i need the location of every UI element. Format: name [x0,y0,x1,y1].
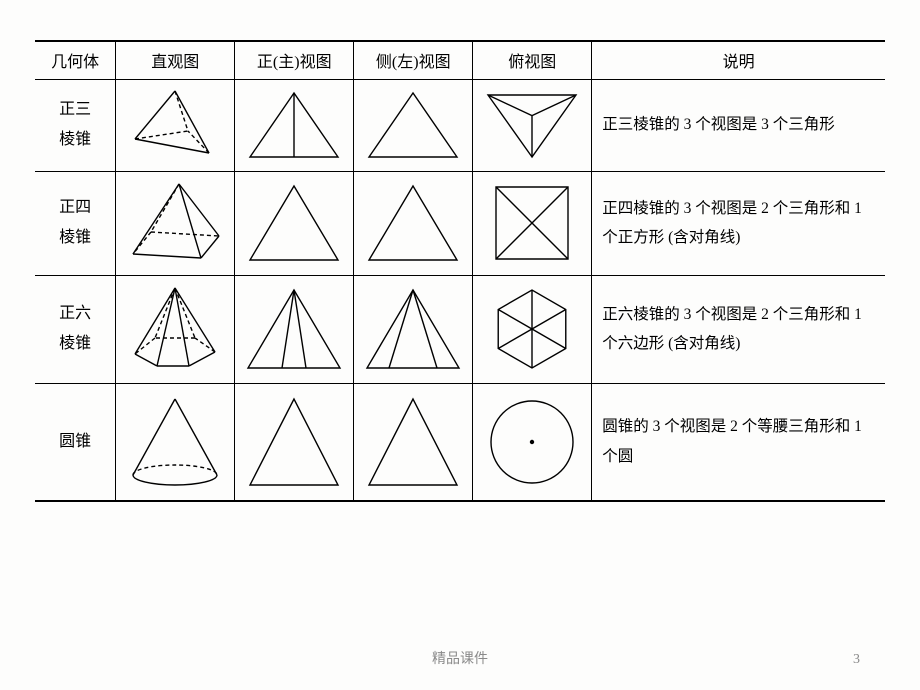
col-header-4: 俯视图 [473,41,592,79]
col-header-0: 几何体 [35,41,116,79]
shape-front [235,275,354,383]
col-header-1: 直观图 [116,41,235,79]
shape-side [354,79,473,171]
col-header-5: 说明 [592,41,885,79]
shape-front [235,383,354,501]
shape-oblique [116,383,235,501]
col-header-3: 侧(左)视图 [354,41,473,79]
col-header-2: 正(主)视图 [235,41,354,79]
page-number: 3 [853,652,860,668]
shape-front [235,79,354,171]
shape-top [473,79,592,171]
row-description: 正三棱锥的 3 个视图是 3 个三角形 [592,79,885,171]
shape-top [473,383,592,501]
page: 几何体直观图正(主)视图侧(左)视图俯视图说明正三棱锥 正三棱锥的 3 个视图是 … [0,0,920,502]
shape-oblique [116,171,235,275]
shape-side [354,383,473,501]
row-name: 正四棱锥 [35,171,116,275]
shape-top [473,171,592,275]
shape-side [354,171,473,275]
shape-oblique [116,79,235,171]
row-description: 正四棱锥的 3 个视图是 2 个三角形和 1 个正方形 (含对角线) [592,171,885,275]
shape-top [473,275,592,383]
shape-oblique [116,275,235,383]
shape-side [354,275,473,383]
geometry-table: 几何体直观图正(主)视图侧(左)视图俯视图说明正三棱锥 正三棱锥的 3 个视图是 … [35,40,885,502]
row-description: 正六棱锥的 3 个视图是 2 个三角形和 1 个六边形 (含对角线) [592,275,885,383]
row-name: 圆锥 [35,383,116,501]
footer-text: 精品课件 [0,648,920,668]
row-name: 正六棱锥 [35,275,116,383]
row-description: 圆锥的 3 个视图是 2 个等腰三角形和 1 个圆 [592,383,885,501]
shape-front [235,171,354,275]
row-name: 正三棱锥 [35,79,116,171]
